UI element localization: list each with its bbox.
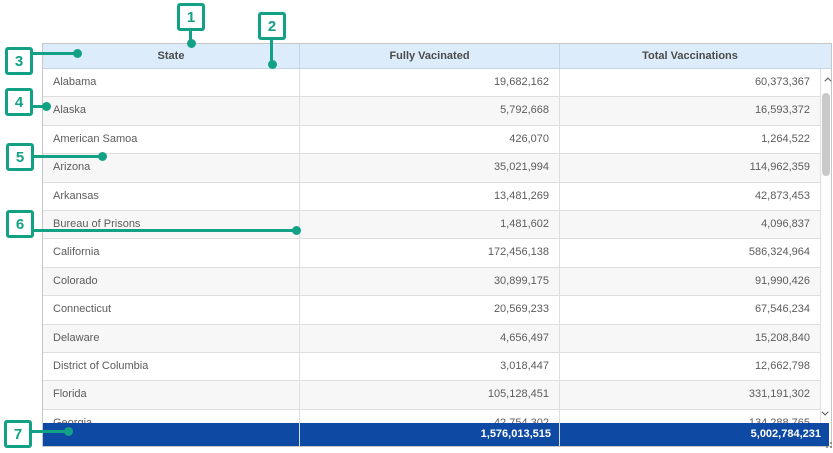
callout-3-label: 3 <box>14 52 24 70</box>
cell-total-vaccinations: 67,546,234 <box>754 303 810 316</box>
callout-3-dot <box>73 49 82 58</box>
cell-total-vaccinations: 16,593,372 <box>754 104 810 117</box>
summary-state-cell <box>43 423 300 446</box>
attribute-table: State Fully Vacinated Total Vaccinations… <box>42 43 832 447</box>
chevron-up-icon <box>823 76 831 84</box>
callout-6-connector <box>33 229 294 232</box>
column-header-state[interactable]: State <box>43 44 300 68</box>
callout-1-label: 1 <box>186 8 196 26</box>
cell-state: Alabama <box>43 69 300 97</box>
cell-state: Alaska <box>43 97 300 125</box>
callout-6-dot <box>292 226 301 235</box>
callout-3: 3 <box>5 47 33 75</box>
callout-1-dot <box>187 39 196 48</box>
column-header-total-vaccinations[interactable]: Total Vaccinations <box>642 50 738 62</box>
cell-fully-vaccinated: 35,021,994 <box>300 154 560 182</box>
table-row[interactable]: Alaska 5,792,668 16,593,372 <box>43 97 820 126</box>
summary-total-vaccinations-total: 5,002,784,231 <box>750 428 821 440</box>
callout-5-connector <box>33 155 101 158</box>
scroll-up-button[interactable] <box>821 71 831 87</box>
column-header-fully-vaccinated[interactable]: Fully Vacinated <box>300 44 560 68</box>
table-row[interactable]: Alabama 19,682,162 60,373,367 <box>43 69 820 98</box>
callout-4-connector <box>32 105 46 108</box>
cell-state: Colorado <box>43 267 300 296</box>
callout-4-dot <box>42 102 51 111</box>
cell-state: Arkansas <box>43 182 300 210</box>
cell-total-vaccinations: 586,324,964 <box>748 246 810 259</box>
table-row[interactable]: Delaware 4,656,497 15,208,840 <box>43 324 820 353</box>
callout-5-label: 5 <box>15 148 25 166</box>
callout-2-dot <box>268 60 277 69</box>
callout-4-label: 4 <box>14 93 24 111</box>
callout-7-dot <box>64 427 73 436</box>
cell-state: Connecticut <box>43 296 300 324</box>
scrollbar-thumb[interactable] <box>822 93 830 176</box>
cell-state: Bureau of Prisons <box>43 210 300 239</box>
callout-2-label: 2 <box>267 17 277 35</box>
table-row[interactable]: Florida 105,128,451 331,191,302 <box>43 381 820 410</box>
callout-7-connector <box>31 430 67 433</box>
cell-state: California <box>43 239 300 267</box>
table-row[interactable]: District of Columbia 3,018,447 12,662,798 <box>43 352 820 382</box>
header-scrollbar-gap <box>820 44 831 68</box>
callout-7-label: 7 <box>13 425 23 443</box>
table-row[interactable]: California 172,456,138 586,324,964 <box>43 239 820 268</box>
table-row[interactable]: Georgia 42,754,302 134,288,765 <box>43 409 820 423</box>
table-row[interactable]: Arizona 35,021,994 114,962,359 <box>43 154 820 183</box>
summary-fully-vaccinated-total: 1,576,013,515 <box>300 423 560 446</box>
table-body: Alabama 19,682,162 60,373,367 Alaska 5,792,6… <box>43 69 820 423</box>
cell-state: Georgia <box>43 409 300 423</box>
cell-fully-vaccinated: 30,899,175 <box>300 267 560 296</box>
callout-5-dot <box>98 152 107 161</box>
callout-2-connector <box>270 39 273 64</box>
cell-total-vaccinations: 12,662,798 <box>754 359 810 372</box>
table-summary-row: 1,576,013,515 5,002,784,231 <box>43 423 829 446</box>
cell-fully-vaccinated: 5,792,668 <box>300 97 560 125</box>
cell-state: American Samoa <box>43 125 300 154</box>
callout-1: 1 <box>177 3 205 31</box>
cell-state: Arizona <box>43 154 300 182</box>
cell-fully-vaccinated: 42,754,302 <box>300 409 560 423</box>
callout-3-connector <box>32 52 77 55</box>
callout-4: 4 <box>5 88 33 116</box>
cell-fully-vaccinated: 4,656,497 <box>300 324 560 352</box>
cell-total-vaccinations: 60,373,367 <box>754 76 810 88</box>
cell-fully-vaccinated: 3,018,447 <box>300 352 560 381</box>
resize-grip-icon <box>824 440 832 448</box>
cell-fully-vaccinated: 426,070 <box>300 125 560 154</box>
callout-5: 5 <box>6 143 34 171</box>
cell-fully-vaccinated: 172,456,138 <box>300 239 560 267</box>
cell-total-vaccinations: 91,990,426 <box>754 274 810 287</box>
scroll-down-button[interactable] <box>821 405 831 421</box>
table-row[interactable]: American Samoa 426,070 1,264,522 <box>43 125 820 155</box>
cell-total-vaccinations: 15,208,840 <box>754 331 810 344</box>
cell-total-vaccinations: 42,873,453 <box>754 189 810 202</box>
cell-total-vaccinations: 114,962,359 <box>749 161 810 174</box>
cell-state: District of Columbia <box>43 352 300 381</box>
cell-fully-vaccinated: 20,569,233 <box>300 296 560 324</box>
callout-1-connector <box>189 30 192 43</box>
table-row[interactable]: Arkansas 13,481,269 42,873,453 <box>43 182 820 211</box>
cell-total-vaccinations: 331,191,302 <box>748 388 810 401</box>
cell-state: Delaware <box>43 324 300 352</box>
cell-total-vaccinations: 134,288,765 <box>748 416 810 423</box>
callout-7: 7 <box>4 420 32 448</box>
callout-6-label: 6 <box>15 215 25 233</box>
cell-fully-vaccinated: 105,128,451 <box>300 381 560 409</box>
callout-6: 6 <box>6 210 34 238</box>
table-row[interactable]: Bureau of Prisons 1,481,602 4,096,837 <box>43 210 820 240</box>
cell-fully-vaccinated: 19,682,162 <box>300 69 560 97</box>
cell-state: Florida <box>43 381 300 409</box>
cell-total-vaccinations: 1,264,522 <box>761 132 810 145</box>
chevron-down-icon <box>821 408 829 416</box>
table-header-row: State Fully Vacinated Total Vaccinations <box>43 44 831 69</box>
cell-fully-vaccinated: 1,481,602 <box>300 210 560 239</box>
cell-total-vaccinations: 4,096,837 <box>761 217 810 230</box>
vertical-scrollbar[interactable] <box>820 69 831 423</box>
table-row[interactable]: Connecticut 20,569,233 67,546,234 <box>43 296 820 325</box>
table-row[interactable]: Colorado 30,899,175 91,990,426 <box>43 267 820 297</box>
callout-2: 2 <box>258 12 286 40</box>
cell-fully-vaccinated: 13,481,269 <box>300 182 560 210</box>
